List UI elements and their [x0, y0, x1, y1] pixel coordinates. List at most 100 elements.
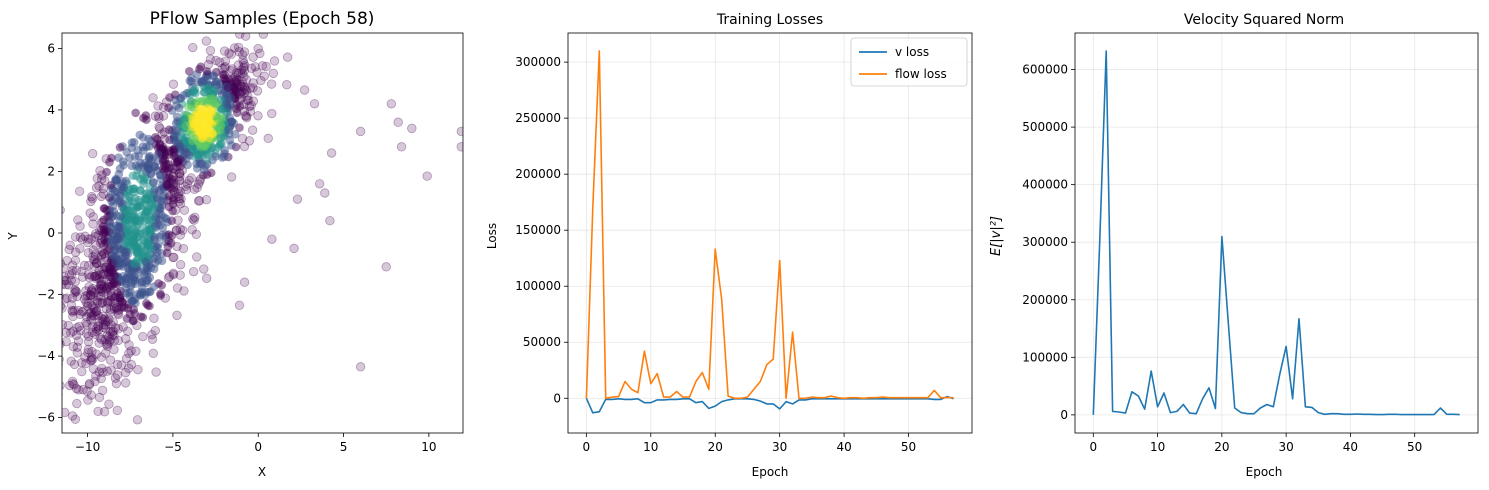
scatter-point: [97, 363, 107, 374]
scatter-point: [96, 280, 107, 290]
scatter-point: [205, 45, 216, 56]
scatter-point: [88, 301, 98, 311]
scatter-point: [23, 395, 32, 404]
scatter-point: [141, 257, 151, 267]
scatter-point: [62, 301, 65, 311]
scatter-point: [82, 290, 93, 301]
scatter-point: [80, 231, 90, 241]
scatter-point: [87, 191, 97, 202]
scatter-point: [135, 290, 145, 299]
scatter-point: [93, 321, 103, 331]
scatter-point: [67, 307, 78, 317]
scatter-point: [139, 146, 148, 155]
y-tick-label: −6: [37, 411, 55, 425]
scatter-point: [226, 49, 236, 60]
scatter-point: [86, 300, 96, 310]
scatter-point: [223, 83, 233, 92]
scatter-point: [93, 321, 103, 332]
scatter-point: [90, 232, 100, 242]
scatter-point: [83, 347, 93, 358]
scatter-point: [163, 273, 174, 283]
scatter-point: [241, 33, 251, 41]
scatter-point: [89, 308, 100, 318]
x-tick-label: 30: [772, 440, 787, 454]
scatter-point: [83, 248, 94, 258]
scatter-point: [86, 285, 97, 295]
scatter-point: [153, 150, 163, 159]
scatter-point: [69, 359, 80, 370]
scatter-point: [68, 311, 78, 322]
scatter-point: [77, 366, 87, 377]
scatter-point: [240, 61, 250, 71]
scatter-point: [208, 106, 217, 115]
scatter-point: [109, 335, 119, 346]
scatter-point: [179, 205, 190, 215]
scatter-point: [124, 348, 134, 358]
ticks: 0 10 20 30 40 50 0 100000 200000 300000 400000 5000…: [1022, 63, 1422, 454]
scatter-point: [326, 148, 337, 158]
x-tick-label: 10: [421, 440, 436, 454]
scatter-point: [71, 247, 81, 257]
scatter-point: [175, 270, 185, 280]
scatter-point: [244, 101, 255, 112]
scatter-point: [86, 286, 97, 297]
scatter-point: [98, 311, 108, 321]
scatter-point: [62, 275, 71, 286]
scatter-point: [106, 320, 116, 330]
scatter-point: [95, 225, 105, 236]
scatter-point: [109, 344, 119, 355]
scatter-point: [198, 150, 208, 159]
scatter-point: [69, 305, 79, 316]
scatter-point: [175, 230, 186, 240]
scatter-point: [158, 223, 168, 232]
scatter-point: [119, 205, 129, 214]
scatter-point: [146, 226, 156, 235]
y-tick-label: 0: [1060, 408, 1068, 422]
scatter-point: [116, 360, 127, 370]
scatter-point: [89, 303, 99, 313]
scatter-point: [157, 256, 167, 266]
scatter-point: [239, 47, 250, 57]
scatter-point: [175, 171, 185, 182]
scatter-point: [121, 353, 132, 364]
scatter-point: [121, 334, 131, 344]
scatter-point: [67, 293, 78, 303]
scatter-point: [89, 287, 100, 298]
scatter-point: [62, 271, 69, 282]
scatter-point: [234, 95, 245, 106]
scatter-point: [162, 214, 171, 223]
scatter-point: [84, 378, 95, 389]
scatter-point: [253, 111, 263, 121]
scatter-point: [151, 367, 161, 377]
y-tick-label: 100000: [1022, 350, 1068, 364]
velocity-x-label: Epoch: [1246, 465, 1283, 479]
scatter-title: PFlow Samples (Epoch 58): [150, 9, 375, 29]
scatter-point: [62, 361, 63, 368]
y-tick-label: 4: [47, 103, 55, 117]
scatter-point: [102, 167, 111, 177]
scatter-point: [86, 290, 96, 301]
scatter-point: [88, 283, 98, 294]
scatter-point: [133, 365, 143, 375]
scatter-point: [181, 121, 191, 131]
scatter-point: [204, 86, 214, 96]
scatter-point: [96, 174, 107, 184]
scatter-point: [231, 68, 242, 78]
scatter-point: [71, 383, 82, 394]
scatter-point: [101, 339, 111, 350]
scatter-point: [147, 334, 158, 345]
scatter-point: [98, 315, 108, 325]
scatter-point: [219, 73, 229, 83]
scatter-point: [246, 63, 257, 73]
scatter-point: [78, 272, 88, 282]
scatter-point: [248, 96, 259, 106]
scatter-point: [136, 250, 146, 260]
scatter-point: [167, 231, 177, 241]
scatter-point: [122, 314, 132, 323]
scatter-point: [164, 202, 174, 212]
scatter-point: [81, 297, 91, 308]
scatter-point: [193, 179, 204, 189]
series-line-v-loss: [585, 395, 954, 414]
scatter-point: [171, 165, 181, 175]
scatter-point: [136, 216, 145, 226]
